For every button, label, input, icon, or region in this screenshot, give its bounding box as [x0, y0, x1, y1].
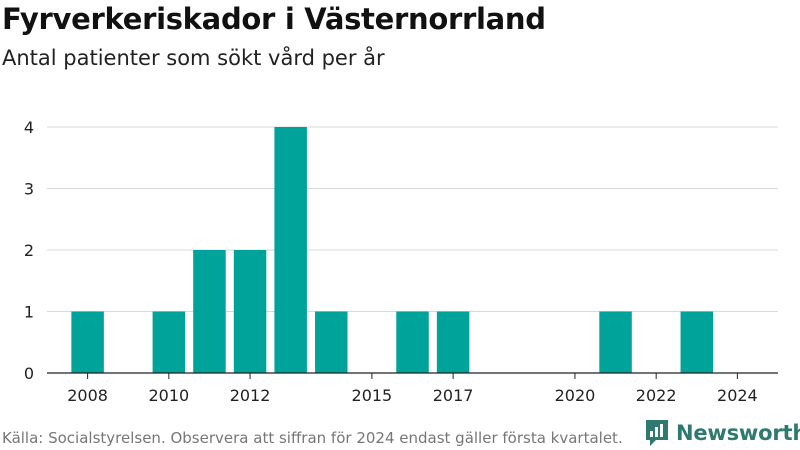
newsworthy-logo: Newsworthy: [644, 418, 800, 448]
bar-2016: [396, 311, 429, 373]
bar-2011: [193, 250, 226, 373]
y-tick-label: 1: [24, 303, 34, 322]
bar-2014: [315, 311, 348, 373]
y-axis-ticks: 0 1 2 3 4: [24, 118, 34, 383]
bar-2012: [233, 250, 267, 373]
x-tick-label: 2017: [433, 386, 474, 405]
bar-2013: [274, 127, 307, 373]
x-tick-label: 2012: [230, 386, 271, 405]
newsworthy-logo-icon: [646, 420, 668, 446]
newsworthy-logo-text: Newsworthy: [676, 421, 800, 445]
y-tick-label: 2: [24, 241, 34, 260]
source-note: Källa: Socialstyrelsen. Observera att si…: [2, 429, 623, 447]
y-tick-label: 0: [24, 364, 34, 383]
x-axis-ticks: 2008 2010 2012 2015 2017 2020 2022 2024: [67, 373, 758, 405]
gridlines: [47, 126, 778, 312]
bar-2010: [152, 311, 186, 373]
y-tick-label: 3: [24, 180, 34, 199]
bar-2021: [599, 311, 632, 373]
x-tick-label: 2015: [352, 386, 393, 405]
x-tick-label: 2022: [636, 386, 677, 405]
x-tick-label: 2010: [148, 386, 189, 405]
chart-subtitle: Antal patienter som sökt vård per år: [2, 46, 385, 70]
bar-2023: [680, 311, 714, 373]
x-tick-label: 2024: [717, 386, 758, 405]
chart-title: Fyrverkeriskador i Västernorrland: [2, 2, 546, 36]
bars: [71, 127, 714, 373]
x-tick-label: 2020: [555, 386, 596, 405]
x-tick-label: 2008: [67, 386, 108, 405]
y-tick-label: 4: [24, 118, 34, 137]
bar-chart: 0 1 2 3 4 2008 2010 2012 2015 2017 2020 2022 2024: [24, 118, 778, 405]
bar-2017: [436, 311, 470, 373]
bar-2008: [71, 311, 104, 373]
